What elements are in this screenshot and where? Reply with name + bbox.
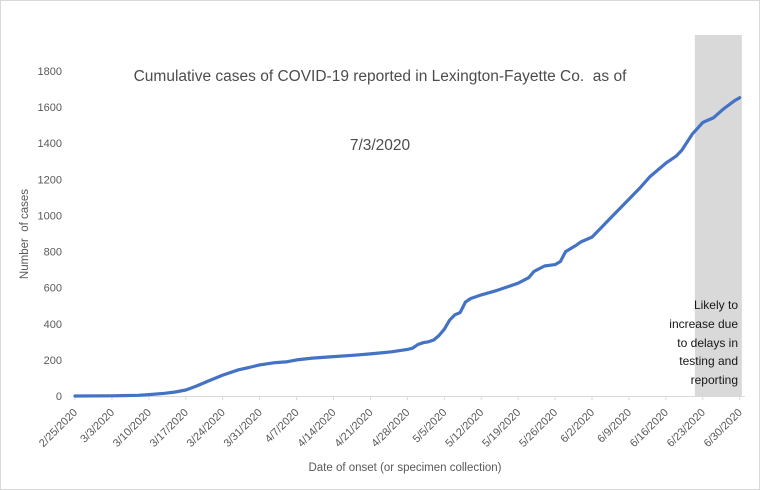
x-tick-label: 5/19/2020 xyxy=(480,407,523,450)
band-annotation: Likely to increase due to delays in test… xyxy=(608,296,738,390)
band-annotation-line: reporting xyxy=(690,373,738,388)
y-tick-label: 1600 xyxy=(38,102,62,114)
y-tick-label: 200 xyxy=(44,355,62,367)
y-tick-label: 1000 xyxy=(38,210,62,222)
band-annotation-line: increase due xyxy=(669,316,738,331)
chart-title-line2: 7/3/2020 xyxy=(349,137,411,154)
y-tick-label: 0 xyxy=(56,391,62,403)
y-tick-label: 1200 xyxy=(38,174,62,186)
x-tick-label: 2/25/2020 xyxy=(37,407,80,450)
x-tick-label: 6/23/2020 xyxy=(665,407,708,450)
y-tick-label: 600 xyxy=(44,283,62,295)
band-annotation-line: to delays in xyxy=(677,335,738,350)
x-tick-label: 6/30/2020 xyxy=(702,407,745,450)
x-tick-label: 6/2/2020 xyxy=(558,407,597,446)
x-axis-title: Date of onset (or specimen collection) xyxy=(308,462,502,474)
x-tick-label: 3/17/2020 xyxy=(148,407,191,450)
x-tick-label: 3/24/2020 xyxy=(185,407,228,450)
x-tick-label: 6/16/2020 xyxy=(628,407,671,450)
y-tick-label: 800 xyxy=(44,247,62,259)
x-tick-label: 4/14/2020 xyxy=(296,407,339,450)
x-tick-label: 5/26/2020 xyxy=(517,407,560,450)
x-tick-label: 3/31/2020 xyxy=(222,407,265,450)
band-annotation-line: Likely to xyxy=(693,298,738,312)
plot-area: 2/25/20203/3/20203/10/20203/17/20203/24/… xyxy=(37,35,745,450)
chart-title-line1: Cumulative cases of COVID-19 reported in… xyxy=(133,68,627,85)
x-tick-label: 4/28/2020 xyxy=(369,407,412,450)
x-tick-label: 3/10/2020 xyxy=(111,407,154,450)
y-tick-label: 400 xyxy=(44,319,62,331)
highlight-band xyxy=(694,35,742,396)
x-tick-label: 5/12/2020 xyxy=(443,407,486,450)
y-tick-label: 1400 xyxy=(38,138,62,150)
chart-title: Cumulative cases of COVID-19 reported in… xyxy=(0,19,760,180)
y-axis-title: Number of cases xyxy=(19,188,31,280)
x-tick-label: 4/21/2020 xyxy=(332,407,375,450)
y-tick-label: 1800 xyxy=(38,66,62,78)
band-annotation-line: testing and xyxy=(679,354,738,369)
cumulative-cases-line xyxy=(73,96,742,398)
